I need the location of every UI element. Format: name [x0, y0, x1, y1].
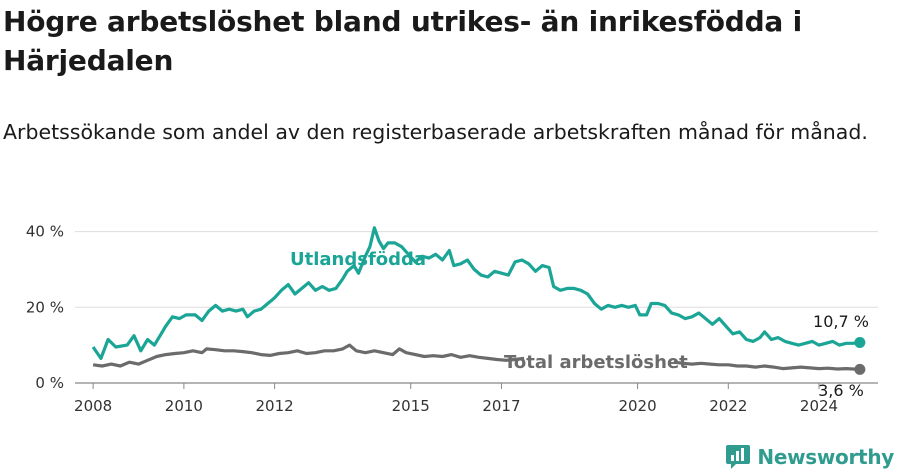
end-label-total: 3,6 % — [818, 381, 864, 400]
series-line-utlandsfodda — [91, 226, 861, 360]
end-point-utlandsfodda — [854, 336, 866, 348]
x-tick-label-2012: 2012 — [256, 397, 294, 415]
y-tick-label-20: 20 % — [26, 298, 64, 316]
y-tick-label-0: 0 % — [35, 374, 64, 392]
gridlines — [75, 231, 878, 384]
series-labels: Utlandsfödda Total arbetslöshet 10,7 % 3,6 … — [290, 249, 869, 400]
x-tick-label-2022: 2022 — [709, 397, 747, 415]
x-tick-label-2017: 2017 — [482, 397, 520, 415]
x-tick-label-2024: 2024 — [800, 397, 838, 415]
end-point-total — [854, 363, 866, 375]
end-label-utlandsfodda: 10,7 % — [813, 312, 869, 331]
x-tick-label-2020: 2020 — [618, 397, 656, 415]
x-tick-label-2015: 2015 — [392, 397, 430, 415]
y-tick-label-40: 40 % — [26, 223, 64, 241]
x-tick-label-2010: 2010 — [165, 397, 203, 415]
series-line-total-a — [92, 343, 525, 368]
chart-title: Högre arbetslöshet bland utrikes- än inr… — [3, 5, 803, 77]
brand-name: Newsworthy — [757, 445, 894, 469]
chart-subtitle: Arbetssökande som andel av den registerb… — [3, 120, 868, 144]
series-lines — [91, 226, 866, 375]
x-axis-ticks: 2008 2010 2012 2015 2017 2020 2022 2024 — [74, 383, 838, 415]
series-label-utlandsfodda: Utlandsfödda — [290, 249, 426, 270]
series-line-total-b — [673, 360, 860, 371]
brand-logo: Newsworthy — [725, 444, 894, 470]
y-axis-ticks: 0 % 20 % 40 % — [26, 223, 64, 392]
x-tick-label-2008: 2008 — [74, 397, 112, 415]
newsworthy-logo-icon — [726, 445, 751, 469]
series-label-total: Total arbetslöshet — [504, 352, 688, 373]
